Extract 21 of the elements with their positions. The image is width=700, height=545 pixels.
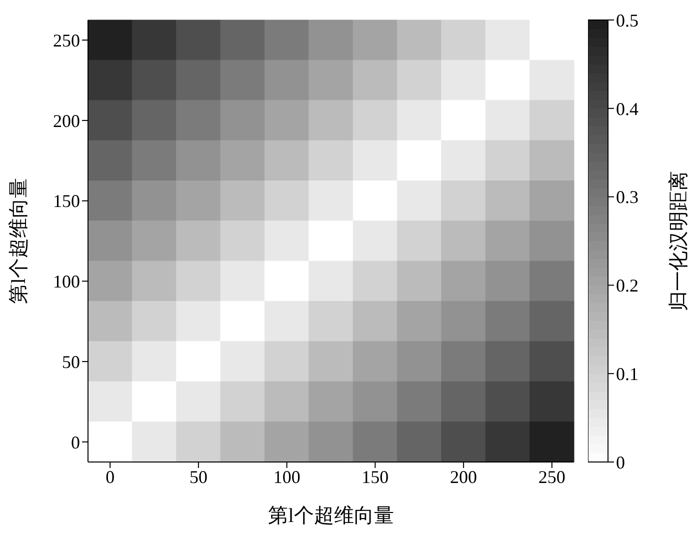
x-tick-label: 250 bbox=[538, 466, 566, 487]
color-bar-label: 0.4 bbox=[616, 98, 638, 119]
color-bar-label: 0 bbox=[616, 452, 625, 472]
y-tick-label: 250 bbox=[53, 30, 80, 50]
y-tick-label: 0 bbox=[71, 432, 80, 452]
color-bar-label: 0.1 bbox=[616, 364, 638, 384]
x-tick-label: 0 bbox=[106, 466, 115, 487]
y-axis-title: 第l个超维向量 bbox=[8, 178, 30, 304]
x-tick-label: 100 bbox=[273, 466, 300, 487]
x-axis-title: 第l个超维向量 bbox=[268, 505, 394, 527]
x-tick-label: 200 bbox=[450, 466, 478, 487]
x-tick-label: 150 bbox=[362, 466, 389, 487]
y-tick-label: 50 bbox=[62, 352, 80, 372]
color-bar-label: 0.5 bbox=[616, 10, 638, 30]
y-tick-label: 200 bbox=[53, 110, 80, 131]
y-tick-label: 100 bbox=[53, 272, 80, 292]
color-bar-title: 归一化汉明距离 bbox=[668, 171, 690, 311]
color-bar-label: 0.2 bbox=[616, 276, 638, 296]
color-bar-label: 0.3 bbox=[616, 187, 638, 208]
y-tick-label: 150 bbox=[53, 191, 80, 212]
x-tick-label: 50 bbox=[189, 466, 208, 487]
